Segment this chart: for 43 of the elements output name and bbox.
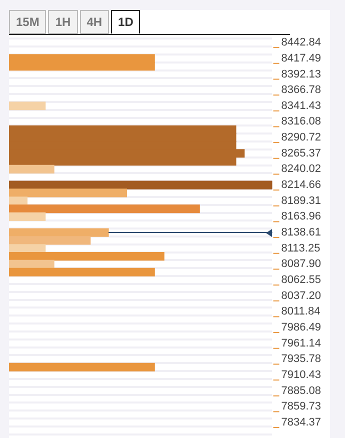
bar (9, 228, 109, 237)
y-tick-label: 7961.14 (281, 337, 322, 350)
y-tick-label: 7935.78 (281, 353, 322, 366)
bar (9, 236, 91, 245)
y-tick-label: 8417.49 (281, 52, 322, 64)
y-tick-label: 7986.49 (281, 322, 322, 334)
bar (9, 260, 54, 268)
y-tick-label: 8062.55 (281, 274, 322, 286)
y-tick-label: 8189.31 (281, 194, 322, 207)
y-tick-label: 8316.08 (281, 116, 322, 128)
text: 1D (111, 10, 140, 34)
y-tick-label: 8290.72 (281, 132, 322, 144)
y-tick-label: 8392.13 (281, 68, 322, 80)
y-tick-label: 8087.90 (281, 258, 322, 270)
bar (9, 204, 200, 214)
y-tick-label: 7910.43 (281, 369, 322, 382)
bar (9, 102, 46, 110)
bar (9, 196, 28, 206)
y-tick-label: 8113.25 (281, 242, 320, 254)
bar (9, 164, 54, 174)
y-tick-label: 8265.37 (281, 147, 322, 160)
y-tick-label: 8366.78 (281, 84, 322, 96)
y-tick-label: 8341.43 (281, 100, 322, 112)
y-tick-label: 8138.61 (281, 226, 322, 239)
y-tick-label: 8240.02 (281, 163, 322, 176)
y-tick-label: 8037.20 (281, 290, 322, 302)
text: 15M (9, 10, 46, 34)
y-tick-label: 7834.37 (281, 416, 322, 429)
bar (9, 188, 127, 198)
y-tick-label: 8442.84 (281, 36, 322, 49)
bar (9, 244, 46, 253)
bar (9, 212, 46, 221)
y-tick-label: 7859.73 (281, 400, 322, 413)
y-tick-label: 8163.96 (281, 210, 322, 223)
y-tick-label: 7885.08 (281, 384, 322, 397)
text: 4H (80, 10, 110, 34)
bar (9, 180, 272, 190)
bar (9, 252, 164, 261)
text: 1H (48, 10, 78, 34)
bar (9, 362, 155, 372)
y-tick-label: 8011.84 (281, 306, 320, 318)
y-tick-label: 8214.66 (281, 179, 322, 192)
bar (9, 268, 155, 276)
